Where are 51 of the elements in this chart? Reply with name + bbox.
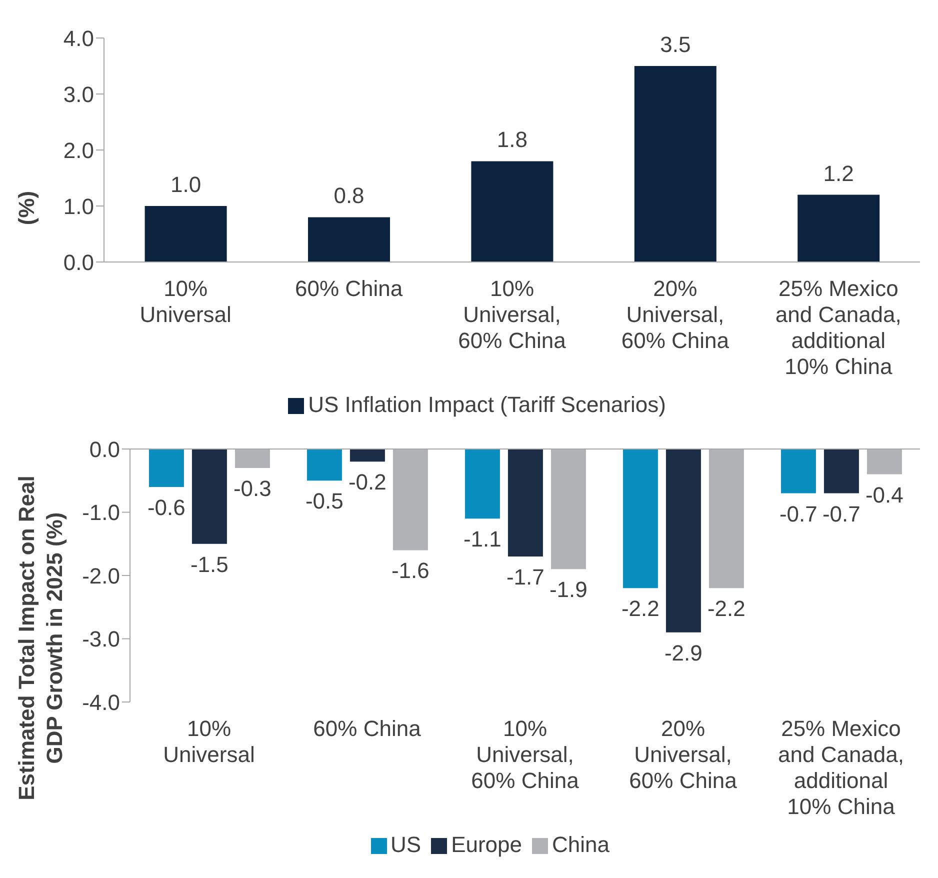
x-tick-label: 60% China: [313, 716, 422, 741]
bar: [308, 217, 390, 262]
y-axis-title: (%): [14, 190, 39, 226]
data-label: -1.1: [464, 526, 502, 552]
text: 3.5: [660, 32, 691, 57]
y-axis-title: Estimated Total Impact on Real GDP Growth in 2025 (%): [14, 476, 67, 800]
data-label: -0.4: [866, 482, 904, 508]
y-tick-label: -2.0: [82, 563, 120, 588]
y-tick-label: 3.0: [63, 82, 94, 107]
bar: [471, 161, 554, 262]
x-tick-label: 25% Mexico and Canada, additional 10% China: [778, 716, 904, 819]
y-tick-label: -4.0: [82, 690, 120, 715]
y-tick-label: 2.0: [63, 138, 94, 163]
y-tick-label: 1.0: [63, 194, 94, 219]
data-label: -2.9: [664, 640, 702, 666]
data-label: -0.2: [348, 470, 386, 495]
x-tick-label: 25% Mexico and Canada, additional 10% China: [775, 276, 902, 379]
data-label: -0.5: [306, 488, 344, 514]
data-label: -0.7: [822, 501, 860, 526]
bar: [798, 194, 880, 262]
y-tick-label: -1.0: [82, 500, 120, 526]
y-tick-label: 0.0: [63, 250, 94, 275]
bar: [634, 66, 716, 262]
x-tick-label: 10% Universal: [140, 276, 232, 327]
data-label: -1.9: [550, 577, 588, 602]
text: 1.2: [823, 160, 854, 186]
x-tick-label: 20% Universal, 60% China: [629, 716, 738, 793]
data-label: -1.7: [506, 564, 544, 590]
y-tick-label: 0.0: [89, 436, 120, 462]
text: 1.8: [496, 127, 528, 152]
y-tick-label: -3.0: [82, 626, 120, 652]
y-tick-label: 4.0: [63, 26, 94, 51]
data-label: -0.7: [780, 501, 818, 526]
data-label: -0.6: [148, 494, 186, 520]
bar: [144, 206, 227, 262]
legend-label: China: [552, 832, 610, 857]
text: 0.8: [334, 183, 364, 208]
x-tick-label: 60% China: [294, 276, 404, 301]
legend-label: Europe: [451, 832, 522, 857]
data-label: -1.6: [392, 558, 430, 584]
x-tick-label: 20% Universal, 60% China: [621, 276, 730, 353]
data-label: -2.2: [708, 596, 746, 622]
legend-label: US Inflation Impact (Tariff Scenarios): [308, 392, 666, 417]
data-label: -1.5: [190, 552, 228, 577]
text: 1.0: [170, 172, 202, 197]
x-tick-label: 10% Universal, 60% China: [458, 276, 567, 353]
data-label: -2.2: [622, 596, 660, 622]
x-tick-label: 10% Universal: [163, 716, 255, 767]
data-label: -0.3: [234, 476, 272, 501]
legend-label: US: [390, 832, 422, 857]
x-tick-label: 10% Universal, 60% China: [471, 716, 580, 793]
